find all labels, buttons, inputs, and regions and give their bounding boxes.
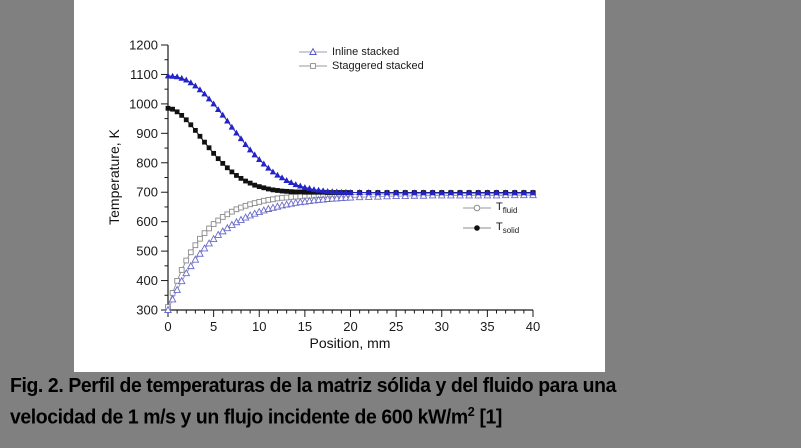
series-inline-stacked-t-solid [164,72,537,196]
legend-label: Tsolid [496,221,520,236]
y-tick-label: 700 [136,185,158,200]
legend-configuration: Inline stacked Staggered stacked [298,46,424,72]
x-tick-label: 25 [389,319,403,334]
y-tick-label: 600 [136,214,158,229]
legend-label: Staggered stacked [332,60,424,72]
x-tick-label: 15 [298,319,312,334]
legend-item-staggered-stacked: Staggered stacked [298,60,424,72]
caption-line-2: velocidad de 1 m/s y un flujo incidente … [10,404,503,429]
x-tick-label: 20 [343,319,357,334]
y-tick-label: 900 [136,126,158,141]
y-axis-title: Temperature, K [106,129,122,225]
y-tick-label: 1100 [130,67,158,82]
legend-item-t-solid: Tsolid [462,221,519,235]
y-tick-label: 800 [136,155,158,170]
x-tick-label: 40 [526,319,540,334]
t-solid-marker-icon [463,225,491,232]
staggered-stacked-marker-icon [299,63,327,69]
series-staggered-stacked-t-solid [165,105,536,195]
chart-canvas: 300 400 500 600 700 800 900 1000 1100 1200 0 5 10 15 2… [129,38,540,335]
legend-label: Inline stacked [332,46,400,58]
y-tick-label: 1000 [129,96,158,111]
x-tick-label: 10 [252,319,266,334]
y-tick-label: 1200 [129,38,158,53]
caption-line-1: Fig. 2. Perfil de temperaturas de la mat… [10,375,616,397]
t-fluid-marker-icon [463,204,491,212]
legend-temperature: Tfluid Tsolid [462,201,519,235]
legend-label: Tfluid [496,201,518,216]
chart-area: 300 400 500 600 700 800 900 1000 1100 1200 0 5 10 15 2… [74,0,605,372]
x-tick-label: 35 [480,319,494,334]
y-tick-label: 500 [136,244,158,259]
y-tick-label: 400 [136,273,158,288]
x-tick-label: 5 [210,319,217,334]
figure-caption: Fig. 2. Perfil de temperaturas de la mat… [10,373,770,431]
x-tick-label: 0 [164,319,171,334]
x-tick-label: 30 [435,319,449,334]
figure-panel: 300 400 500 600 700 800 900 1000 1100 1200 0 5 10 15 2… [74,0,605,372]
legend-item-inline-stacked: Inline stacked [298,46,424,58]
x-axis-title: Position, mm [309,335,391,351]
inline-stacked-marker-icon [299,47,327,55]
legend-item-t-fluid: Tfluid [462,201,519,215]
y-tick-label: 300 [136,303,158,318]
